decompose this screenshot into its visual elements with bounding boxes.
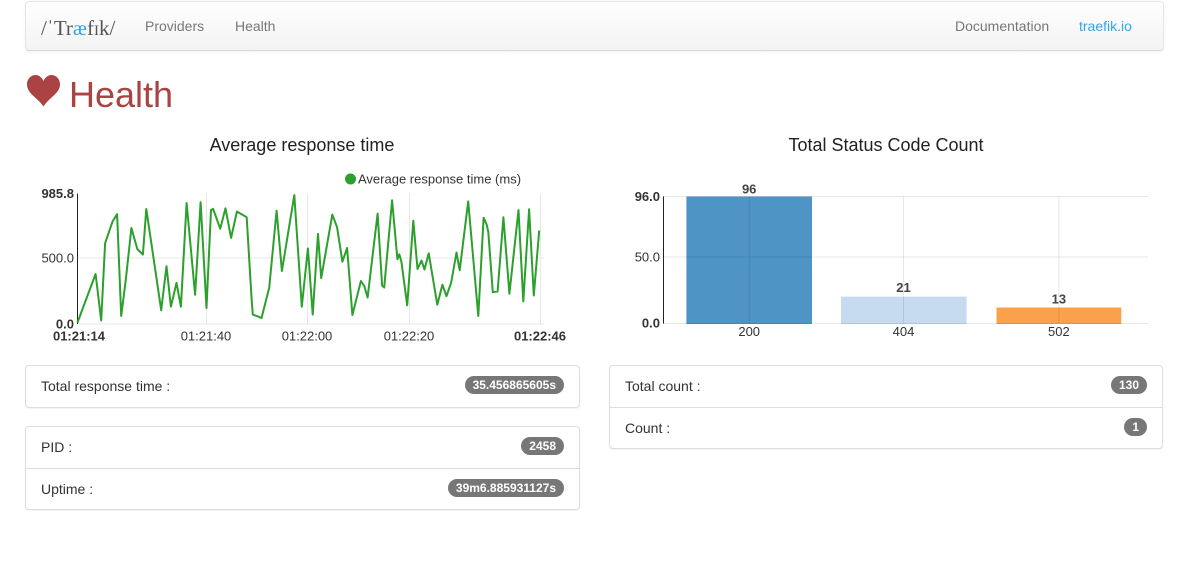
svg-text:21: 21	[896, 280, 910, 295]
svg-text:Average response time (ms): Average response time (ms)	[358, 172, 521, 187]
svg-text:01:22:00: 01:22:00	[282, 329, 333, 344]
svg-text:404: 404	[893, 324, 915, 339]
svg-text:200: 200	[738, 324, 760, 339]
svg-text:96: 96	[742, 182, 756, 197]
svg-text:0.0: 0.0	[642, 316, 660, 331]
svg-text:01:21:14: 01:21:14	[53, 329, 106, 344]
svg-text:502: 502	[1048, 324, 1070, 339]
svg-text:985.8: 985.8	[41, 186, 74, 201]
svg-text:96.0: 96.0	[635, 189, 660, 204]
svg-text:01:22:20: 01:22:20	[384, 329, 435, 344]
svg-text:0.0: 0.0	[56, 317, 74, 332]
svg-text:50.0: 50.0	[635, 250, 660, 265]
svg-text:01:22:46: 01:22:46	[514, 329, 566, 344]
svg-text:13: 13	[1052, 292, 1066, 307]
svg-text:01:21:40: 01:21:40	[181, 329, 232, 344]
svg-text:500.0: 500.0	[41, 251, 74, 266]
